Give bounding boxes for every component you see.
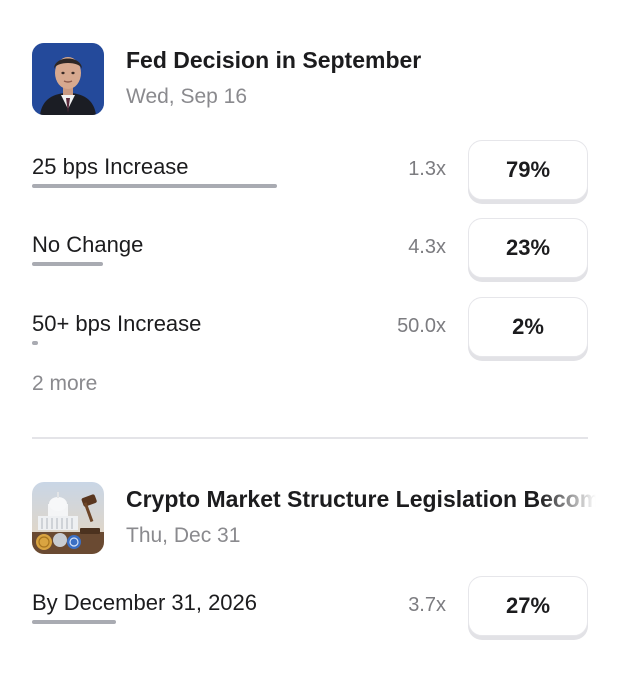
market-title: Fed Decision in September	[126, 47, 422, 73]
outcome-row[interactable]: By December 31, 2026 3.7x 27%	[32, 576, 588, 648]
outcome-multiplier: 1.3x	[408, 158, 446, 180]
outcome-probability-bar	[32, 620, 116, 624]
outcome-label: By December 31, 2026	[32, 590, 258, 615]
outcome-probability-button[interactable]: 2%	[468, 297, 588, 357]
outcome-multiplier: 50.0x	[397, 315, 446, 337]
outcome-probability-bar	[32, 184, 277, 188]
outcome-probability-bar	[32, 262, 103, 266]
more-outcomes-link[interactable]: 2 more	[32, 372, 98, 395]
outcome-label: 25 bps Increase	[32, 154, 189, 179]
market-date: Wed, Sep 16	[126, 85, 248, 108]
capitol-crypto-icon	[32, 482, 104, 554]
outcome-probability-bar	[32, 341, 38, 345]
market-card-fed-decision[interactable]: Fed Decision in September Wed, Sep 16	[32, 43, 592, 117]
outcome-probability-button[interactable]: 23%	[468, 218, 588, 278]
market-date: Thu, Dec 31	[126, 524, 241, 547]
outcome-row[interactable]: 25 bps Increase 1.3x 79%	[32, 140, 588, 212]
market-card-crypto-legislation[interactable]: Crypto Market Structure Legislation Beco…	[32, 482, 596, 556]
market-divider	[32, 437, 588, 439]
outcome-multiplier: 3.7x	[408, 594, 446, 616]
outcome-row[interactable]: 50+ bps Increase 50.0x 2%	[32, 297, 588, 369]
market-title: Crypto Market Structure Legislation Beco…	[126, 486, 596, 512]
outcome-label: No Change	[32, 232, 144, 257]
outcome-multiplier: 4.3x	[408, 236, 446, 258]
outcome-probability-button[interactable]: 27%	[468, 576, 588, 636]
outcome-row[interactable]: No Change 4.3x 23%	[32, 218, 588, 290]
outcome-bar-track	[32, 262, 342, 266]
outcome-probability-button[interactable]: 79%	[468, 140, 588, 200]
outcome-bar-track	[32, 184, 342, 188]
outcome-bar-track	[32, 341, 342, 345]
person-portrait-icon	[32, 43, 104, 115]
outcome-bar-track	[32, 620, 342, 624]
outcome-label: 50+ bps Increase	[32, 311, 202, 336]
